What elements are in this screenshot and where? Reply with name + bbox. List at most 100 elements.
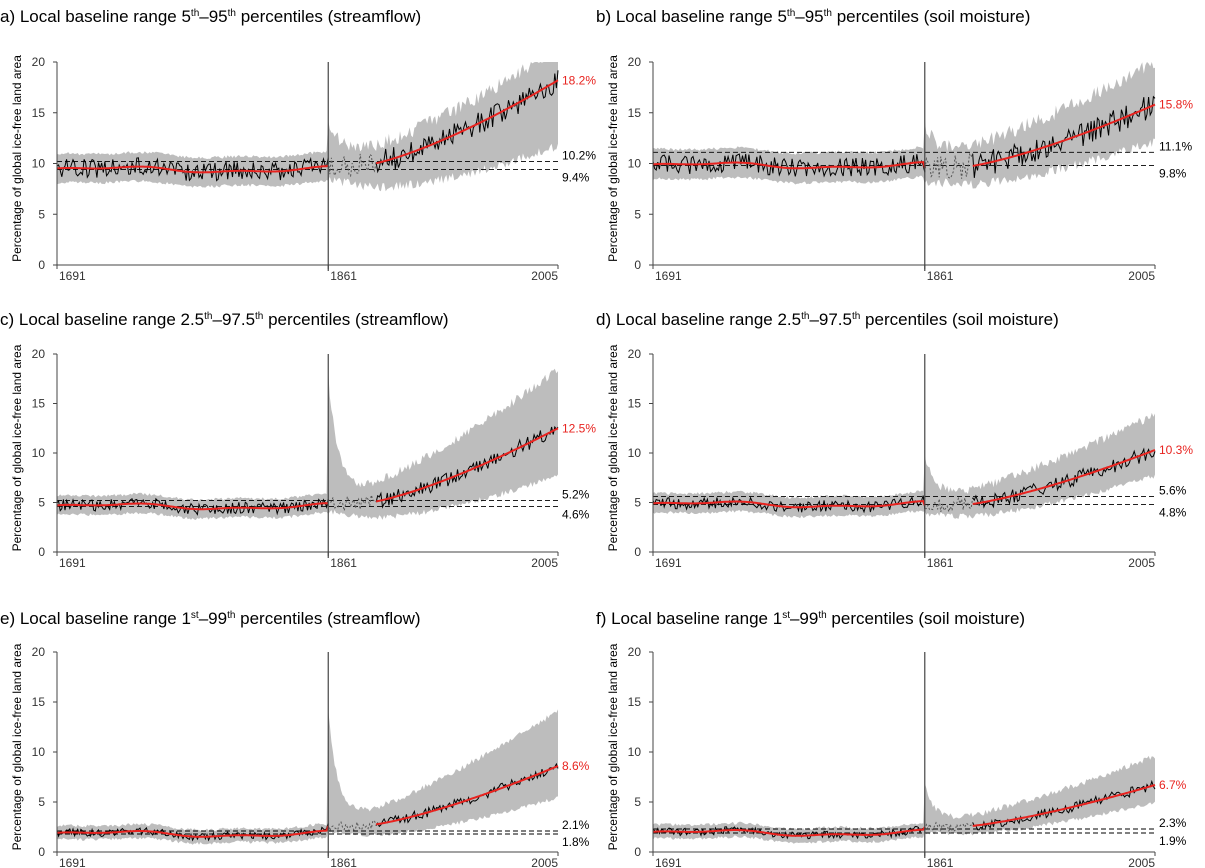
lower-reference-label-a: 9.4% xyxy=(562,171,590,185)
title-text: a) Local baseline range 5 xyxy=(0,7,191,26)
observed-line-transition-a xyxy=(327,153,377,178)
title-text: f) Local baseline range 1 xyxy=(596,609,782,628)
panel-f: 0 5 10 15 20 1691 1861 2005 Percentage of global… xyxy=(596,609,1187,868)
observed-line-transition-f xyxy=(924,821,974,832)
x-tick-label-a: 2005 xyxy=(531,269,558,283)
observed-line-transition-b xyxy=(924,152,974,179)
title-text: –99 xyxy=(790,609,818,628)
panel-c: 0 5 10 15 20 1691 1861 2005 Percentage of global… xyxy=(0,310,596,570)
panel-e: 0 5 10 15 20 1691 1861 2005 Percentage of global… xyxy=(0,609,590,868)
panel-b: 0 5 10 15 20 1691 1861 2005 Percentage of global… xyxy=(596,7,1193,283)
title-text: b) Local baseline range 5 xyxy=(596,7,787,26)
range-band-f xyxy=(653,755,1155,844)
lower-reference-label-c: 4.6% xyxy=(562,507,590,521)
y-tick-label-a: 15 xyxy=(32,106,46,120)
observed-line-transition-d xyxy=(924,496,974,514)
x-tick-label-a: 1861 xyxy=(330,269,357,283)
lower-reference-label-d: 4.8% xyxy=(1159,505,1187,519)
end-value-label-a: 18.2% xyxy=(562,73,596,87)
x-tick-label-f: 1691 xyxy=(655,856,682,868)
title-superscript: th xyxy=(255,311,263,322)
y-axis-label-c: Percentage of global ice-free land area xyxy=(10,344,24,551)
y-tick-label-c: 15 xyxy=(32,397,46,411)
smoothed-line-recent-b xyxy=(972,103,1156,167)
panel-title-c: c) Local baseline range 2.5th–97.5th per… xyxy=(0,310,449,329)
panel-title-b: b) Local baseline range 5th–95th percent… xyxy=(596,7,1030,26)
observed-line-recent-c xyxy=(375,425,559,509)
smoothed-line-baseline-b xyxy=(652,161,926,170)
y-tick-label-d: 15 xyxy=(628,397,642,411)
y-tick-label-b: 10 xyxy=(628,157,642,171)
range-band-a xyxy=(57,62,558,192)
title-text: –95 xyxy=(795,7,823,26)
x-tick-label-d: 2005 xyxy=(1128,556,1155,570)
y-tick-label-e: 15 xyxy=(32,695,46,709)
y-tick-label-f: 20 xyxy=(628,645,642,659)
y-axis-label-e: Percentage of global ice-free land area xyxy=(10,643,24,850)
y-tick-label-b: 0 xyxy=(634,258,641,272)
upper-reference-label-b: 11.1% xyxy=(1159,139,1192,153)
observed-line-recent-d xyxy=(972,447,1156,509)
panel-d: 0 5 10 15 20 1691 1861 2005 Percentage of global… xyxy=(596,310,1193,570)
y-tick-label-a: 5 xyxy=(38,207,45,221)
title-superscript: th xyxy=(228,8,236,19)
panel-title-a: a) Local baseline range 5th–95th percent… xyxy=(0,7,421,26)
x-tick-label-b: 2005 xyxy=(1128,269,1155,283)
smoothed-line-recent-d xyxy=(972,449,1156,505)
title-text: e) Local baseline range 1 xyxy=(0,609,191,628)
observed-line-baseline-c xyxy=(56,497,329,516)
smoothed-line-baseline-c xyxy=(56,502,329,511)
y-tick-label-f: 5 xyxy=(634,795,641,809)
x-tick-label-d: 1691 xyxy=(655,556,682,570)
upper-reference-label-c: 5.2% xyxy=(562,488,590,502)
y-tick-label-e: 0 xyxy=(38,845,45,859)
y-tick-label-e: 20 xyxy=(32,645,46,659)
y-tick-label-d: 5 xyxy=(634,496,641,510)
end-value-label-b: 15.8% xyxy=(1159,98,1193,112)
smoothed-line-recent-e xyxy=(375,765,559,826)
title-superscript: th xyxy=(852,311,860,322)
y-tick-label-a: 10 xyxy=(32,157,46,171)
y-tick-label-f: 15 xyxy=(628,695,642,709)
smoothed-line-baseline-a xyxy=(56,164,329,174)
y-tick-label-a: 0 xyxy=(38,258,45,272)
title-text: –97.5 xyxy=(809,310,852,329)
x-tick-label-e: 1861 xyxy=(330,856,357,868)
end-value-label-d: 10.3% xyxy=(1159,443,1193,457)
title-text: percentiles (soil moisture) xyxy=(860,310,1058,329)
observed-line-recent-f xyxy=(972,779,1156,831)
title-text: –99 xyxy=(199,609,227,628)
upper-reference-label-a: 10.2% xyxy=(562,148,596,162)
smoothed-line-baseline-f xyxy=(652,826,926,837)
smoothed-line-baseline-e xyxy=(56,825,330,838)
range-band-e xyxy=(57,709,558,845)
x-tick-label-e: 1691 xyxy=(59,856,86,868)
x-tick-label-c: 1861 xyxy=(330,556,357,570)
smoothed-line-recent-a xyxy=(375,79,559,165)
smoothed-line-baseline-d xyxy=(652,500,926,509)
panel-title-d: d) Local baseline range 2.5th–97.5th per… xyxy=(596,310,1059,329)
title-superscript: st xyxy=(782,610,790,621)
y-tick-label-e: 5 xyxy=(38,795,45,809)
observed-line-baseline-f xyxy=(652,825,926,840)
title-text: percentiles (soil moisture) xyxy=(832,7,1030,26)
title-text: percentiles (streamflow) xyxy=(236,7,421,26)
upper-reference-label-e: 2.1% xyxy=(562,818,590,832)
y-tick-label-c: 10 xyxy=(32,446,46,460)
y-axis-label-f: Percentage of global ice-free land area xyxy=(606,643,620,850)
x-tick-label-a: 1691 xyxy=(59,269,86,283)
y-tick-label-e: 10 xyxy=(32,745,46,759)
title-superscript: th xyxy=(824,8,832,19)
panel-title-e: e) Local baseline range 1st–99th percent… xyxy=(0,609,421,628)
end-value-label-f: 6.7% xyxy=(1159,778,1187,792)
title-superscript: th xyxy=(227,610,235,621)
panel-a: 0 5 10 15 20 1691 1861 2005 Percentage of global… xyxy=(0,7,596,283)
title-superscript: th xyxy=(818,610,826,621)
y-tick-label-d: 20 xyxy=(628,347,642,361)
y-tick-label-b: 20 xyxy=(628,55,642,69)
y-tick-label-c: 0 xyxy=(38,545,45,559)
y-axis-label-b: Percentage of global ice-free land area xyxy=(606,55,620,262)
title-superscript: th xyxy=(191,8,199,19)
x-tick-label-c: 2005 xyxy=(531,556,558,570)
